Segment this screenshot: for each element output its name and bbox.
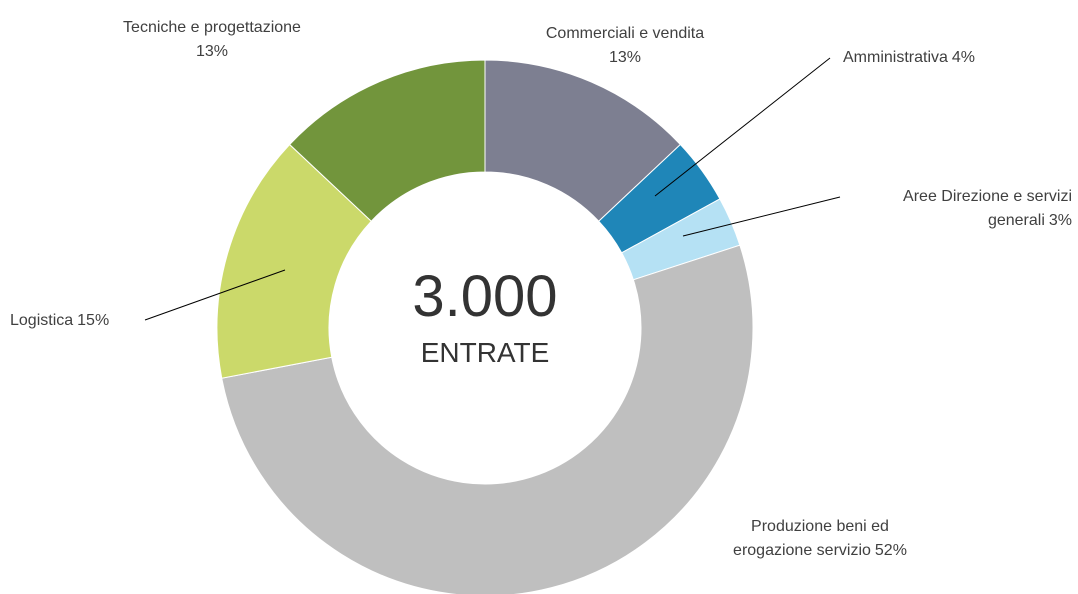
total-caption: ENTRATE — [421, 337, 550, 368]
value-label: 13% — [608, 49, 642, 66]
slice-label: Tecniche e progettazione 13% — [82, 16, 342, 64]
value-label: 13% — [195, 43, 229, 60]
value-label: 52% — [874, 542, 907, 559]
total-value: 3.000 — [412, 264, 557, 329]
leader-line — [654, 57, 831, 197]
value-label: 3% — [1048, 212, 1072, 229]
slice-label: Amministrativa 4% — [843, 46, 1043, 70]
category-name: Amministrativa — [843, 49, 948, 66]
leader-line — [682, 196, 841, 237]
category-name: Produzione beni ed erogazione servizio — [733, 518, 889, 559]
slice-label: Commerciali e vendita 13% — [495, 22, 755, 70]
category-name: Tecniche e progettazione — [123, 19, 301, 36]
donut — [216, 59, 754, 594]
slice-label: Aree Direzione e servizi generali 3% — [877, 185, 1072, 233]
category-name: Commerciali e vendita — [545, 25, 705, 42]
category-name: Aree Direzione e servizi generali — [903, 188, 1072, 229]
slice — [221, 244, 754, 594]
slice-label: Logistica 15% — [10, 309, 210, 333]
slice-label: Produzione beni ed erogazione servizio 52… — [720, 515, 920, 563]
leader-line — [144, 269, 286, 321]
value-label: 4% — [951, 49, 976, 66]
value-label: 15% — [77, 312, 110, 329]
slice — [288, 59, 486, 222]
category-name: Logistica — [10, 312, 74, 329]
